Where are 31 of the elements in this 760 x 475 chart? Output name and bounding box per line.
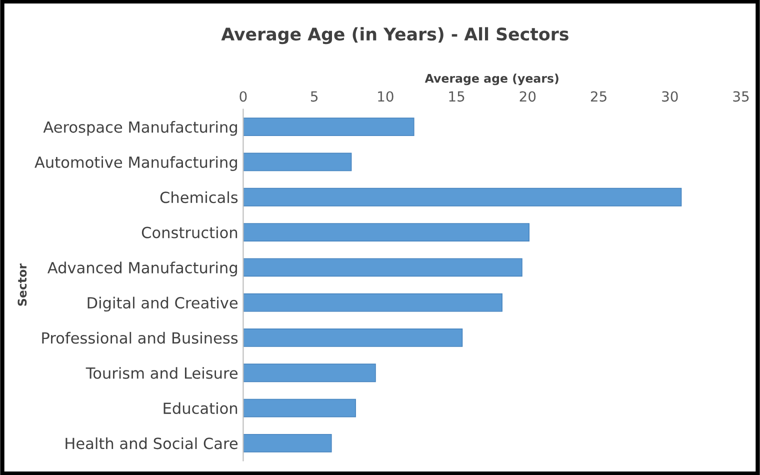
chart-title: Average Age (in Years) - All Sectors xyxy=(221,27,568,44)
y-tick-label: Advanced Manufacturing xyxy=(48,262,237,276)
x-tick-label: 35 xyxy=(733,91,749,102)
bar xyxy=(243,328,463,347)
x-tick-label: 15 xyxy=(449,91,464,102)
bar xyxy=(243,223,530,242)
bar xyxy=(243,434,332,452)
bar xyxy=(243,188,682,206)
bar xyxy=(243,293,502,312)
bar xyxy=(243,258,522,277)
x-tick-label: 30 xyxy=(662,91,678,102)
bar xyxy=(243,364,376,382)
y-tick-label: Professional and Business xyxy=(42,332,238,344)
y-tick-label: Construction xyxy=(142,226,238,238)
y-axis-title: Sector xyxy=(18,263,27,306)
x-tick-label: 0 xyxy=(240,91,247,102)
y-tick-label: Automotive Manufacturing xyxy=(34,156,237,171)
y-tick-label: Aerospace Manufacturing xyxy=(43,121,237,136)
bar xyxy=(243,398,356,418)
x-axis-title: Average age (years) xyxy=(424,74,558,86)
x-tick-label: 20 xyxy=(520,91,536,102)
y-tick-label: Tourism and Leisure xyxy=(86,367,238,379)
x-tick-label: 10 xyxy=(378,91,394,102)
y-tick-label: Chemicals xyxy=(160,191,238,204)
y-tick-label: Digital and Creative xyxy=(88,296,238,312)
bar xyxy=(243,152,352,172)
y-tick-label: Health and Social Care xyxy=(66,437,238,450)
y-tick-label: Education xyxy=(164,402,238,414)
bar xyxy=(243,118,414,136)
x-tick-label: 25 xyxy=(590,91,606,102)
x-tick-label: 5 xyxy=(310,91,318,102)
